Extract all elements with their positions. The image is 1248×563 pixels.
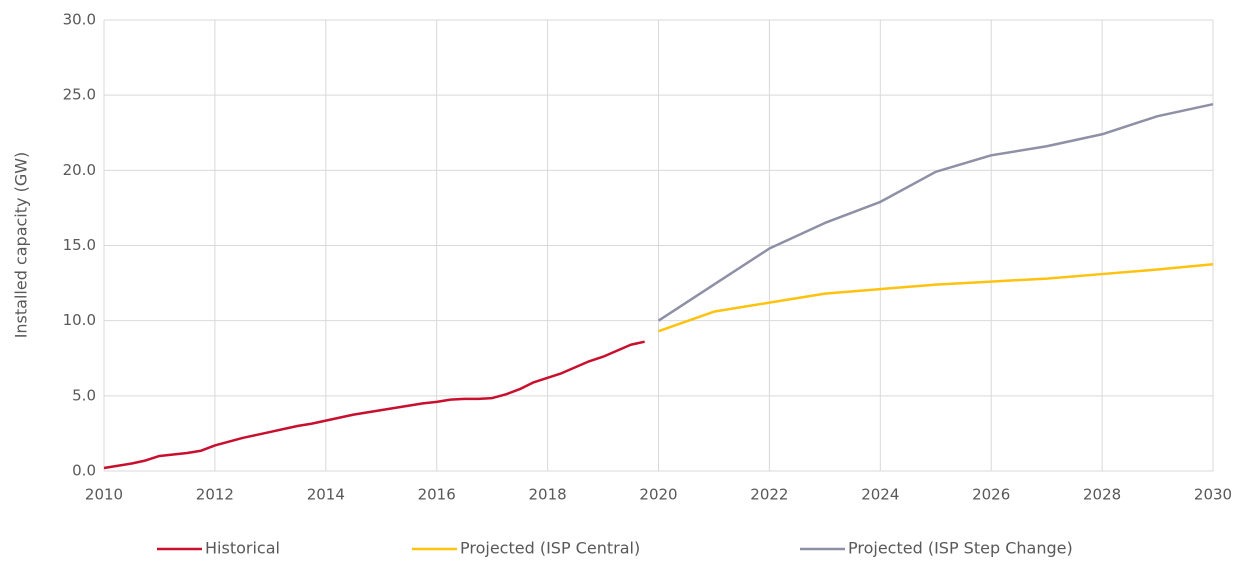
y-tick-label: 15.0 xyxy=(63,236,96,254)
x-tick-label: 2020 xyxy=(639,486,677,504)
legend-label: Projected (ISP Central) xyxy=(460,539,640,558)
x-tick-label: 2026 xyxy=(972,486,1010,504)
series-line xyxy=(103,340,645,470)
y-tick-label: 30.0 xyxy=(63,11,96,29)
x-tick-label: 2028 xyxy=(1083,486,1121,504)
y-tick-label: 0.0 xyxy=(72,462,96,480)
x-tick-label: 2022 xyxy=(750,486,788,504)
x-tick-label: 2024 xyxy=(861,486,899,504)
x-tick-label: 2016 xyxy=(418,486,456,504)
x-tick-label: 2010 xyxy=(85,486,123,504)
series-line xyxy=(657,102,1214,322)
x-tick-label: 2030 xyxy=(1194,486,1232,504)
series-line xyxy=(658,263,1214,333)
y-tick-label: 5.0 xyxy=(72,386,96,404)
y-tick-label: 20.0 xyxy=(63,161,96,179)
legend-label: Historical xyxy=(205,539,280,558)
y-tick-label: 10.0 xyxy=(63,311,96,329)
y-tick-label: 25.0 xyxy=(63,86,96,104)
x-tick-label: 2012 xyxy=(196,486,234,504)
x-tick-label: 2018 xyxy=(529,486,567,504)
y-axis-label: Installed capacity (GW) xyxy=(12,152,31,339)
legend-label: Projected (ISP Step Change) xyxy=(848,539,1073,558)
x-tick-label: 2014 xyxy=(307,486,345,504)
